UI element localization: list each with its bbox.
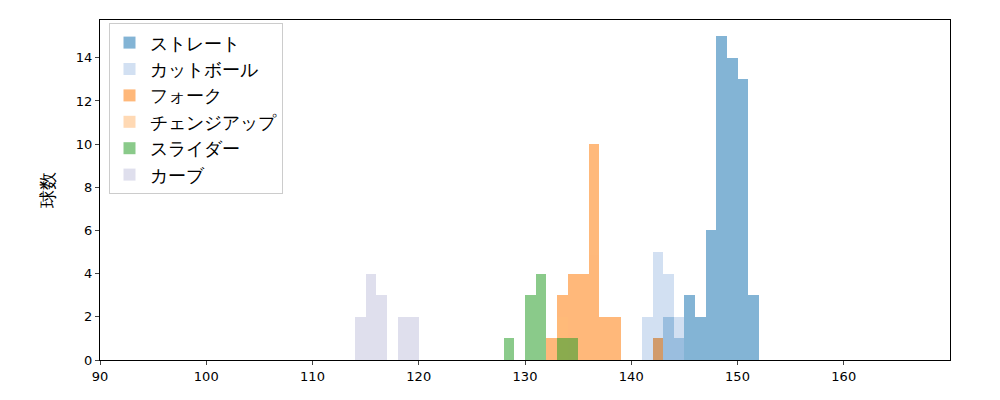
svg-text:160: 160 xyxy=(831,369,856,384)
svg-text:6: 6 xyxy=(84,223,92,238)
svg-text:フォーク: フォーク xyxy=(150,85,222,106)
svg-text:0: 0 xyxy=(84,353,92,368)
svg-text:12: 12 xyxy=(76,94,93,109)
svg-text:100: 100 xyxy=(194,369,219,384)
svg-text:10: 10 xyxy=(76,137,93,152)
svg-text:ストレート: ストレート xyxy=(150,33,240,54)
svg-text:チェンジアップ: チェンジアップ xyxy=(150,112,277,133)
svg-text:球数: 球数 xyxy=(37,172,58,208)
svg-text:カットボール: カットボール xyxy=(150,59,258,80)
svg-text:4: 4 xyxy=(84,266,92,281)
svg-text:2: 2 xyxy=(84,309,92,324)
svg-text:14: 14 xyxy=(76,50,93,65)
svg-text:150: 150 xyxy=(725,369,750,384)
svg-text:90: 90 xyxy=(92,369,109,384)
svg-text:120: 120 xyxy=(406,369,431,384)
svg-text:カーブ: カーブ xyxy=(150,165,205,186)
svg-text:110: 110 xyxy=(300,369,325,384)
svg-text:130: 130 xyxy=(513,369,538,384)
svg-text:スライダー: スライダー xyxy=(150,138,240,159)
svg-text:140: 140 xyxy=(619,369,644,384)
svg-text:8: 8 xyxy=(84,180,92,195)
